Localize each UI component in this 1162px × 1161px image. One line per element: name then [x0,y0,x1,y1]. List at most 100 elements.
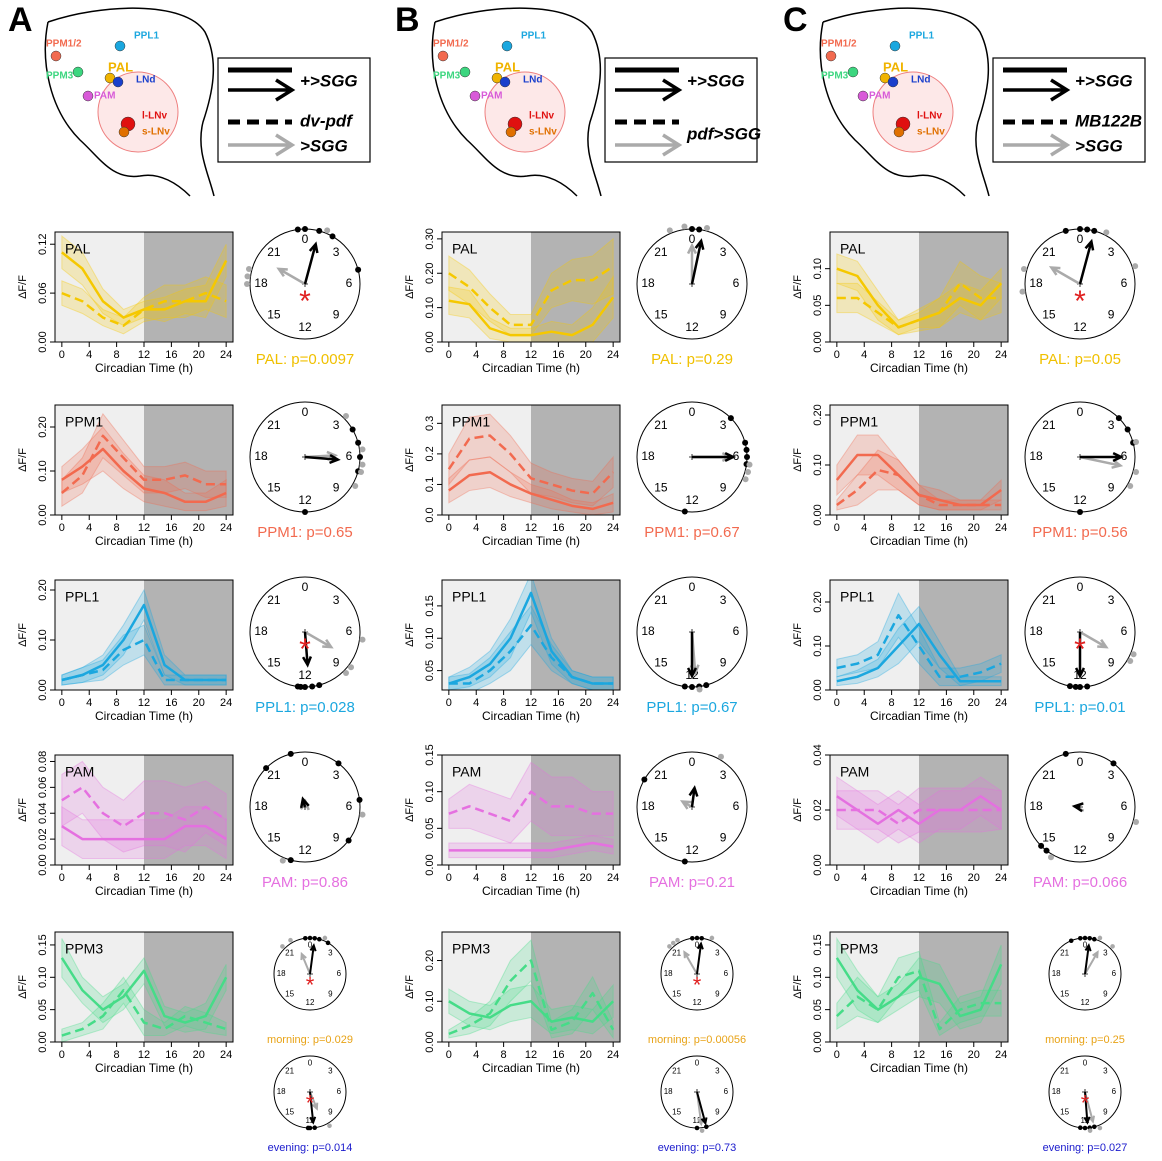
y-axis-label: ΔF/F [17,275,29,299]
x-tick-label: 0 [834,1049,840,1061]
phase-dot [244,281,250,287]
p-value-label: morning: p=0.25 [1045,1034,1125,1046]
x-tick-label: 20 [968,349,980,361]
clock-tick-label: 15 [267,830,281,844]
series-line [835,957,1003,1018]
phase-dot [699,1128,705,1133]
clock-tick-label: 9 [328,1107,333,1116]
series-line [61,434,227,494]
phase-dot [1092,1124,1097,1130]
x-tick-label: 12 [913,349,925,361]
x-tick-label: 0 [834,522,840,534]
chart-label: PAM [452,764,481,780]
brain-label: PPM1/2 [46,39,82,50]
mean-phase-arrow [304,630,334,649]
x-tick-label: 4 [473,522,479,534]
panel-letter: A [8,1,33,39]
neuron-cluster [459,66,471,78]
p-value-label: PPM1: p=0.65 [257,524,352,541]
phase-dot [1133,469,1140,476]
clock-tick-label: 3 [715,949,720,958]
x-axis-label: Circadian Time (h) [870,1061,968,1075]
neuron-cluster [72,66,84,78]
series-line [448,841,614,852]
significance-star: * [1074,285,1086,318]
clock-tick-label: 15 [1042,480,1056,494]
y-axis-label: ΔF/F [17,975,29,999]
p-value-label: PAM: p=0.86 [262,874,348,891]
error-band [448,237,614,336]
y-tick-label: 0.05 [424,660,436,681]
clock-tick-label: 0 [1077,580,1084,594]
clock-tick-label: 21 [1060,949,1069,958]
series-line [61,824,227,841]
brain-label: PAM [869,91,890,102]
x-tick-label: 4 [86,872,92,884]
phase-dot [1082,935,1088,941]
y-axis-label: ΔF/F [17,623,29,647]
y-tick-label: 0.20 [424,263,436,284]
y-tick-label: 0.10 [37,967,49,988]
clock-tick-label: 12 [298,320,312,334]
mean-phase-arrow [692,451,737,463]
p-value-label: morning: p=0.00056 [648,1034,746,1046]
phase-dot [1097,935,1103,941]
error-band [836,449,1002,511]
clock-tick-label: 6 [733,449,740,463]
clock-tick-label: 6 [346,449,353,463]
p-value-label: PAM: p=0.21 [649,874,735,891]
clock-tick-label: 12 [298,493,312,507]
series-line [61,291,227,327]
mean-phase-arrow [301,631,313,668]
x-tick-label: 12 [525,697,537,709]
clock-tick-label: 6 [724,1087,729,1096]
y-axis-label: ΔF/F [17,448,29,472]
phase-dot [696,686,703,693]
phase-dot [704,224,711,231]
dark-phase [531,405,620,515]
y-tick-label: 0.10 [424,628,436,649]
x-tick-label: 24 [995,1049,1007,1061]
phase-dot [641,776,648,783]
phase-dot [322,935,328,941]
mean-phase-arrow [304,453,341,465]
phase-dot [1110,760,1117,767]
clock-tick-label: 18 [664,1087,673,1096]
clock-tick-label: 0 [1077,232,1084,246]
phase-dot [704,1124,709,1130]
phase-dot [345,837,352,844]
phase-dot [689,226,695,232]
clock-tick-label: 18 [254,276,268,290]
x-tick-label: 12 [138,697,150,709]
clock-tick-label: 21 [1042,245,1056,259]
mean-phase-arrow [1079,455,1124,469]
x-tick-label: 8 [114,697,120,709]
clock-neuron-region [872,71,954,153]
clock-tick-label: 15 [1042,307,1056,321]
x-tick-label: 20 [580,872,592,884]
clock-tick-label: 21 [285,1067,294,1076]
phase-dot [1091,227,1098,234]
phase-dot [1078,936,1083,941]
error-band [836,950,1002,1037]
mean-phase-arrow [1079,630,1109,649]
error-band [448,835,614,859]
clock-tick-label: 9 [333,480,340,494]
neuron-cluster [847,66,859,78]
phase-dot [1068,938,1074,944]
clock-tick-label: 12 [298,843,312,857]
error-band [61,760,227,853]
x-axis-label: Circadian Time (h) [95,1061,193,1075]
clock-tick-label: 18 [1029,799,1043,813]
y-tick-label: 0.2 [424,446,436,461]
mean-phase-arrow [1084,950,1099,975]
x-tick-label: 4 [473,349,479,361]
phase-dot [681,508,688,515]
y-tick-label: 0.00 [37,679,49,700]
brain-label: PPL1 [909,31,934,42]
chart-label: PPM3 [452,941,490,957]
phase-dot [316,682,323,689]
x-tick-label: 0 [446,872,452,884]
phase-dot [1103,229,1110,236]
significance-star: * [693,972,702,997]
